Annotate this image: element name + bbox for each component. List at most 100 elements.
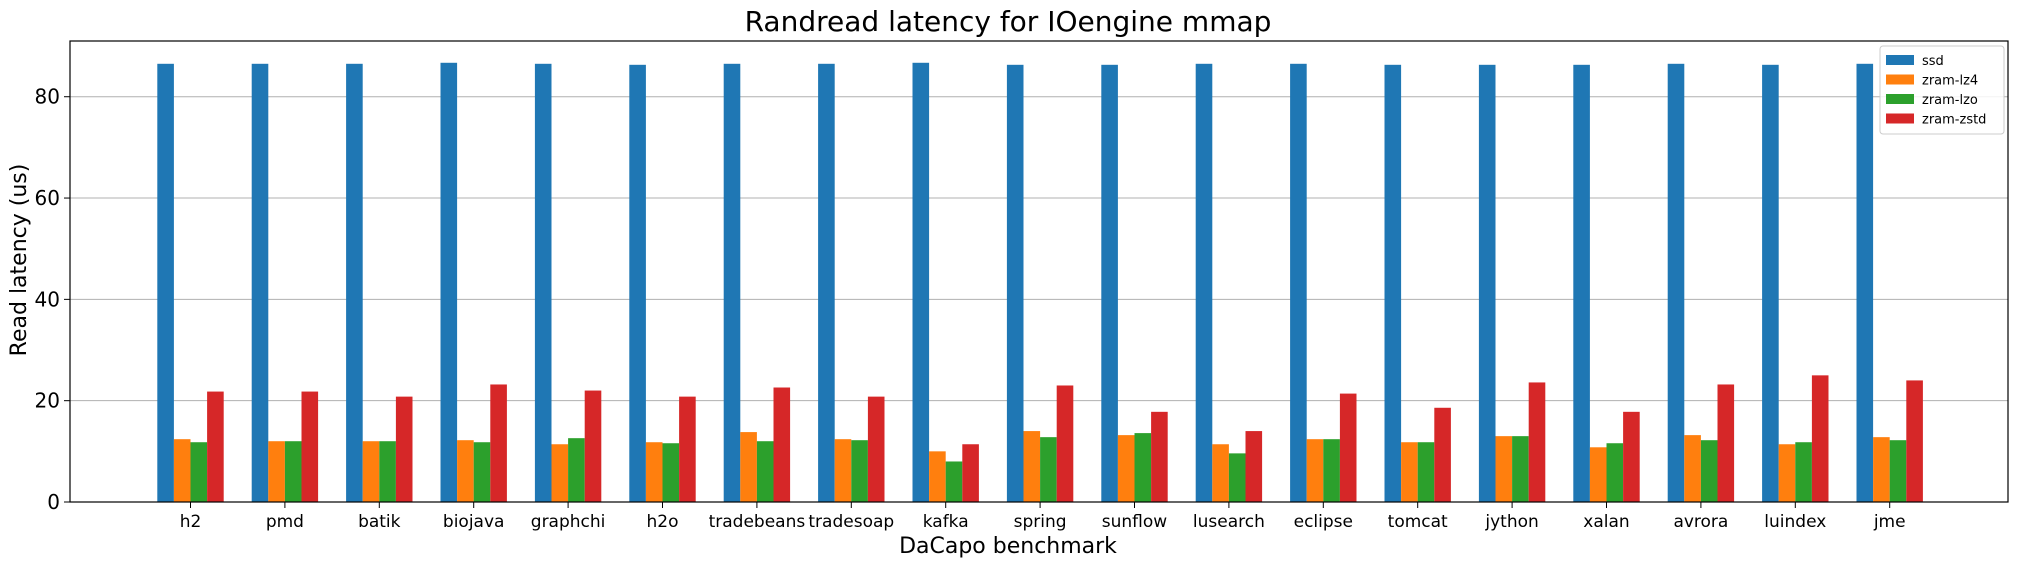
bar-zram-zstd-kafka <box>962 444 979 502</box>
bar-ssd-graphchi <box>534 63 552 503</box>
legend-swatch-zram-zstd <box>1886 113 1914 124</box>
bar-zram-lz4-sunflow <box>1117 435 1135 502</box>
x-tick-label: h2 <box>180 512 202 532</box>
bar-zram-lzo-tomcat <box>1417 442 1435 502</box>
bar-zram-zstd-luindex <box>1811 375 1829 502</box>
bar-ssd-jython <box>1478 64 1496 503</box>
x-tick-label: tradebeans <box>709 512 806 532</box>
bar-zram-zstd-sunflow <box>1151 411 1168 502</box>
bar-ssd-tomcat <box>1384 64 1402 503</box>
bar-zram-lzo-sunflow <box>1134 433 1152 502</box>
y-tick-label: 80 <box>35 85 60 109</box>
y-gridlines <box>70 96 2008 402</box>
bar-zram-zstd-spring <box>1056 385 1074 502</box>
x-tick-label: eclipse <box>1294 512 1353 532</box>
bar-ssd-luindex <box>1762 64 1779 503</box>
bar-zram-zstd-h2o <box>679 396 696 502</box>
x-axis-ticks: h2 pmd batik biojava graphchi h2o tradebeans tr… <box>180 502 1906 532</box>
x-tick-label: graphchi <box>531 512 606 532</box>
bar-ssd-biojava <box>440 62 458 503</box>
bar-zram-lz4-tradebeans <box>740 432 757 502</box>
x-axis-label: DaCapo benchmark <box>899 534 1117 559</box>
x-tick-label: jython <box>1484 512 1538 532</box>
bar-zram-zstd-avrora <box>1717 384 1735 502</box>
bar-ssd-sunflow <box>1101 64 1118 503</box>
bar-zram-lzo-eclipse <box>1323 439 1340 502</box>
x-tick-label: tomcat <box>1388 512 1448 532</box>
bar-zram-lz4-lusearch <box>1212 444 1229 502</box>
chart-title: Randread latency for IOengine mmap <box>745 5 1272 38</box>
bar-zram-lzo-tradebeans <box>756 441 774 502</box>
bar-zram-lzo-h2 <box>190 442 208 502</box>
bar-ssd-h2 <box>157 63 174 503</box>
x-tick-label: tradesoap <box>808 512 894 532</box>
bar-zram-lz4-batik <box>362 441 380 502</box>
bar-zram-zstd-eclipse <box>1339 393 1357 502</box>
legend-box <box>1879 45 2005 135</box>
bar-zram-lzo-lusearch <box>1228 453 1246 502</box>
bar-zram-lzo-kafka <box>945 461 963 502</box>
bar-zram-zstd-tomcat <box>1434 407 1451 502</box>
bar-zram-lz4-biojava <box>457 440 474 502</box>
legend: ssd zram-lz4 zram-lzo zram-zstd <box>1879 45 2005 135</box>
bar-zram-lz4-eclipse <box>1306 439 1324 502</box>
bar-zram-lz4-h2o <box>645 442 663 502</box>
x-tick-label: luindex <box>1764 512 1826 532</box>
x-tick-label: spring <box>1014 512 1067 532</box>
bar-zram-zstd-h2 <box>207 391 224 502</box>
y-tick-label: 20 <box>35 389 60 413</box>
bar-zram-zstd-batik <box>395 396 413 502</box>
bar-zram-lzo-batik <box>379 441 396 502</box>
x-tick-label: lusearch <box>1193 512 1265 532</box>
bar-zram-lzo-jme <box>1889 440 1907 502</box>
bar-ssd-pmd <box>251 63 269 503</box>
bar-ssd-h2o <box>629 64 646 503</box>
x-tick-label: batik <box>358 512 401 532</box>
bar-zram-lzo-avrora <box>1700 440 1718 502</box>
x-tick-label: pmd <box>266 512 304 532</box>
legend-swatch-zram-lz4 <box>1886 74 1914 85</box>
bar-zram-zstd-biojava <box>490 384 507 502</box>
bar-zram-lzo-spring <box>1040 437 1057 502</box>
bar-zram-zstd-tradesoap <box>867 396 885 502</box>
bar-ssd-kafka <box>912 62 930 503</box>
bar-ssd-tradebeans <box>723 63 741 503</box>
y-tick-label: 0 <box>47 490 60 514</box>
x-tick-label: biojava <box>443 512 505 532</box>
bar-ssd-avrora <box>1667 63 1685 503</box>
bar-ssd-xalan <box>1573 64 1590 503</box>
bar-zram-lz4-kafka <box>929 451 946 502</box>
bar-zram-lzo-luindex <box>1795 442 1812 502</box>
bar-ssd-batik <box>346 63 363 503</box>
plot-frame <box>69 40 2009 503</box>
x-tick-label: h2o <box>647 512 679 532</box>
bar-zram-lz4-spring <box>1023 431 1041 502</box>
bar-ssd-lusearch <box>1195 63 1213 503</box>
bar-zram-lz4-pmd <box>268 441 285 502</box>
bar-zram-lzo-pmd <box>284 441 302 502</box>
bar-zram-lz4-luindex <box>1778 444 1796 502</box>
legend-label-zram-lzo: zram-lzo <box>1922 93 1978 108</box>
bar-zram-lz4-graphchi <box>551 444 569 502</box>
x-tick-label: xalan <box>1583 512 1629 532</box>
x-tick-label: jme <box>1873 512 1906 532</box>
bar-zram-lz4-tomcat <box>1401 442 1418 502</box>
bar-ssd-jme <box>1856 63 1874 503</box>
y-axis-label: Read latency (us) <box>7 164 32 357</box>
bars <box>157 62 1923 503</box>
legend-swatch-ssd <box>1886 55 1914 65</box>
bar-zram-lzo-xalan <box>1606 443 1624 502</box>
y-tick-label: 60 <box>35 186 60 210</box>
bar-zram-zstd-jme <box>1906 380 1923 502</box>
bar-zram-lz4-jme <box>1873 437 1890 502</box>
legend-swatch-zram-lzo <box>1886 94 1914 104</box>
legend-label-ssd: ssd <box>1922 54 1944 69</box>
bar-zram-lzo-jython <box>1512 436 1529 502</box>
bar-zram-lz4-avrora <box>1684 435 1701 502</box>
bar-zram-zstd-xalan <box>1623 411 1640 502</box>
x-tick-label: avrora <box>1673 512 1728 532</box>
bar-zram-lz4-xalan <box>1589 447 1607 502</box>
bar-ssd-spring <box>1006 64 1024 503</box>
bar-zram-lzo-h2o <box>662 443 680 502</box>
